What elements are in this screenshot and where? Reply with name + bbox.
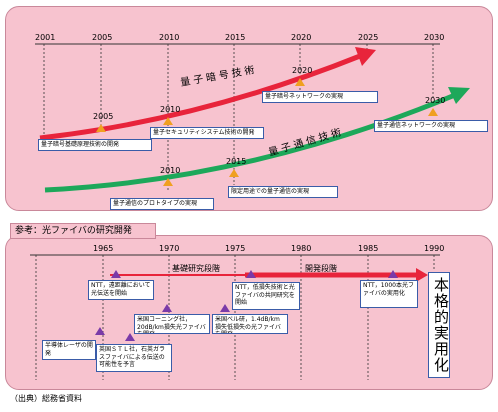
- full-practical-use: 本格的実用化: [428, 272, 450, 378]
- bottom-year-1970: 1970: [159, 244, 180, 253]
- quantum-roadmap-panel: [5, 6, 493, 211]
- source-note: （出典）総務省資料: [10, 394, 82, 403]
- optical-fiber-panel: [5, 235, 493, 390]
- bottom-year-1990: 1990: [424, 244, 445, 253]
- comm-arrowhead: [448, 87, 470, 104]
- crypto-arrowhead: [355, 47, 376, 66]
- event-stl: 英国ＳＴＬ社，石英ガラスファイバによる伝送の可能性を予言: [96, 344, 172, 372]
- bottom-year-1980: 1980: [291, 244, 312, 253]
- top-year-2030: 2030: [424, 33, 445, 42]
- top-year-2005: 2005: [92, 33, 113, 42]
- bottom-year-1975: 1975: [225, 244, 246, 253]
- phase-development: 開発段階: [305, 264, 337, 273]
- event-ntt-1000: NTT，1000本光ファイバの実用化: [360, 280, 418, 308]
- reference-label: 参考：光ファイバの研究開発: [10, 223, 156, 239]
- event-markers: [95, 270, 398, 341]
- comm-box-network: 量子通信ネットワークの実現: [374, 120, 488, 132]
- crypto-box-basic: 量子暗号基礎原理技術の開発: [38, 139, 152, 151]
- phase-research: 基礎研究段階: [172, 264, 220, 273]
- comm-mark-2030: 2030: [425, 96, 446, 105]
- development-arrowhead: [416, 268, 428, 282]
- comm-arrow: [44, 92, 456, 193]
- event-bell-labs: 米国ベル研，1.4dB/km損失低損失の光ファイバを開発: [212, 314, 288, 334]
- event-corning: 米国コーニング社，20dB/km損失光ファイバを開発: [134, 314, 210, 334]
- comm-mark-2015: 2015: [226, 157, 247, 166]
- crypto-arrow: [39, 53, 361, 141]
- milestone-markers: [96, 78, 438, 186]
- bottom-year-1965: 1965: [93, 244, 114, 253]
- crypto-mark-2005: 2005: [93, 112, 114, 121]
- top-year-2001: 2001: [35, 33, 56, 42]
- comm-box-limited: 限定用途での量子通信の実現: [228, 186, 338, 198]
- crypto-mark-2020: 2020: [292, 66, 313, 75]
- top-year-2010: 2010: [159, 33, 180, 42]
- bottom-year-1985: 1985: [358, 244, 379, 253]
- crypto-mark-2010: 2010: [160, 105, 181, 114]
- comm-box-prototype: 量子通信のプロトタイプの実現: [110, 198, 214, 210]
- top-year-2025: 2025: [358, 33, 379, 42]
- event-ntt-joint-research: NTT，低損失技術と光ファイバの共同研究を開始: [232, 282, 300, 310]
- comm-mark-2010: 2010: [160, 166, 181, 175]
- event-semiconductor-laser: 半導体レーザの開発: [42, 340, 96, 360]
- crypto-box-network: 量子暗号ネットワークの実現: [262, 91, 378, 103]
- top-year-2020: 2020: [291, 33, 312, 42]
- crypto-box-security: 量子セキュリティシステム技術の開発: [150, 127, 264, 139]
- top-year-2015: 2015: [225, 33, 246, 42]
- event-ntt-transmission: NTT，遠距離において光伝送を開始: [88, 280, 154, 300]
